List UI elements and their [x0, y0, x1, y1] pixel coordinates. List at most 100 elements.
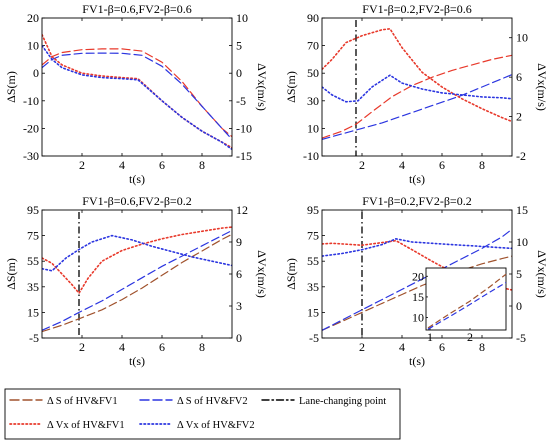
legend-label: Lane-changing point	[299, 396, 386, 407]
y-tick-label: -10	[303, 149, 319, 163]
x-tick-label: 8	[199, 340, 205, 354]
y-tick-label: 35	[27, 280, 39, 294]
y2-tick-label: 2	[516, 110, 522, 124]
legend-item: Δ S of HV&FV2	[139, 396, 248, 407]
y2-axis-label: ΔVx(m/s)	[535, 63, 549, 111]
legend-label: Δ Vx of HV&FV2	[177, 420, 255, 431]
y-tick-label: 70	[307, 39, 319, 53]
series-dv1	[322, 27, 512, 123]
legend-frame	[4, 388, 401, 440]
y-tick-label: 0	[33, 66, 39, 80]
y2-tick-label: 0	[236, 66, 242, 80]
series-ds2	[322, 228, 512, 331]
axes-frame	[321, 209, 513, 339]
series-dv1	[42, 226, 232, 295]
y2-tick-label: 15	[516, 203, 528, 217]
x-tick-label: 8	[479, 340, 485, 354]
y-axis-label: ΔS(m)	[4, 258, 18, 290]
subplot-title: FV1-β=0.2,FV2-β=0.6	[362, 2, 471, 16]
subplot-2: FV1-β=0.2,FV2-β=0.6 2 4 6 8 -10 10 30 50 70 90 -2 2 6…	[284, 2, 549, 186]
x-tick-label: 6	[439, 340, 445, 354]
y-tick-label: -5	[309, 331, 319, 345]
axes-frame	[41, 17, 233, 157]
series-dv2	[42, 44, 232, 151]
series-ds2	[322, 73, 512, 140]
legend-label: Δ Vx of HV&FV1	[47, 420, 125, 431]
subplot-1: FV1-β=0.6,FV2-β=0.6 2 4 6 8 -30 -20 -10 0 10 20 -15…	[4, 2, 269, 186]
y-tick-label: 55	[27, 254, 39, 268]
inset-x-tick-label: 2	[467, 330, 473, 344]
series-dv2	[42, 234, 232, 272]
series-ds1	[42, 48, 232, 138]
y-tick-label: 10	[27, 39, 39, 53]
y2-tick-label: 3	[236, 299, 242, 313]
x-tick-label: 6	[159, 340, 165, 354]
x-tick-label: 8	[199, 158, 205, 172]
y-tick-label: -5	[29, 331, 39, 345]
y2-tick-label: -10	[236, 121, 252, 135]
x-tick-label: 2	[359, 340, 365, 354]
x-axis-label: t(s)	[129, 354, 145, 368]
series-ds1	[322, 255, 512, 331]
subplot-4: FV1-β=0.2,FV2-β=0.22 4 6 8-51535557595-5051…	[284, 194, 549, 368]
x-tick-label: 6	[439, 158, 445, 172]
series-dv2	[322, 237, 512, 257]
x-tick-label: 2	[359, 158, 365, 172]
legend: Δ S of HV&FV1 Δ S of HV&FV2 Lane-changing …	[4, 388, 401, 440]
plot-area	[42, 212, 232, 338]
inset-y-tick-label: 10	[412, 311, 424, 325]
x-tick-label: 8	[479, 158, 485, 172]
legend-item: Lane-changing point	[261, 396, 386, 407]
y2-tick-label: 0	[236, 331, 242, 345]
inset-series-ds2	[427, 281, 507, 330]
y2-tick-label: 6	[236, 267, 242, 281]
y-tick-label: 15	[307, 305, 319, 319]
y-tick-label: 20	[27, 11, 39, 25]
x-tick-label: 4	[119, 158, 125, 172]
y2-tick-label: -2	[516, 149, 526, 163]
y2-axis-label: ΔVx(m/s)	[255, 250, 269, 298]
y2-tick-label: -15	[236, 149, 252, 163]
y-axis-label: ΔS(m)	[284, 258, 298, 290]
inset-zoom: 1 2 10 15 20	[412, 267, 507, 344]
legend-item: Δ Vx of HV&FV2	[139, 420, 255, 431]
y-axis-label: ΔS(m)	[284, 71, 298, 103]
y-tick-label: -30	[23, 149, 39, 163]
inset-y-tick-label: 15	[412, 290, 424, 304]
series-dv2	[322, 74, 512, 103]
legend-item: Δ Vx of HV&FV1	[9, 420, 125, 431]
y2-tick-label: 10	[516, 235, 528, 249]
y2-tick-label: 10	[236, 11, 248, 25]
inset-x-tick-label: 1	[427, 330, 433, 344]
series-ds2	[42, 229, 232, 331]
y-tick-label: 15	[27, 305, 39, 319]
inset-frame	[425, 267, 507, 331]
x-tick-label: 4	[399, 340, 405, 354]
y-tick-label: 95	[27, 203, 39, 217]
x-tick-label: 4	[399, 158, 405, 172]
subplot-title: FV1-β=0.6,FV2-β=0.6	[82, 2, 191, 16]
x-axis-label: t(s)	[129, 172, 145, 186]
x-tick-label: 2	[79, 158, 85, 172]
y2-tick-label: 0	[516, 299, 522, 313]
y2-axis-label: ΔVx(m/s)	[255, 63, 269, 111]
y2-tick-label: -5	[516, 331, 526, 345]
series-ds1	[42, 233, 232, 333]
y-tick-label: -20	[23, 121, 39, 135]
y-tick-label: 55	[307, 254, 319, 268]
legend-item: Δ S of HV&FV1	[9, 396, 118, 407]
x-axis-label: t(s)	[409, 354, 425, 368]
legend-label: Δ S of HV&FV2	[177, 396, 248, 407]
axes-frame	[321, 17, 513, 157]
x-axis-label: t(s)	[409, 172, 425, 186]
plot-area	[42, 33, 232, 151]
x-tick-label: 4	[119, 340, 125, 354]
inset-series-ds1	[427, 273, 507, 329]
y-tick-label: 50	[307, 66, 319, 80]
y-tick-label: 30	[307, 94, 319, 108]
y-axis-label: ΔS(m)	[4, 71, 18, 103]
x-tick-label: 2	[79, 340, 85, 354]
legend-label: Δ S of HV&FV1	[47, 396, 118, 407]
y-tick-label: 75	[27, 229, 39, 243]
